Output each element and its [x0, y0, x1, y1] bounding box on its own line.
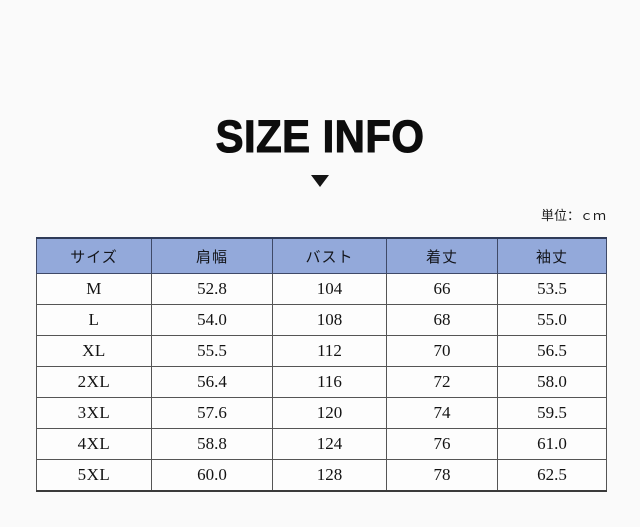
cell-length: 70: [386, 335, 498, 367]
cell-size: M: [36, 273, 152, 305]
cell-length: 74: [386, 397, 498, 429]
size-chart-table: サイズ 肩幅 バスト 着丈 袖丈 M 52.8 104 66 53.5 L 54: [36, 237, 607, 492]
column-header-sleeve: 袖丈: [497, 237, 607, 274]
cell-shoulder: 60.0: [151, 459, 273, 492]
cell-sleeve: 55.0: [497, 304, 607, 336]
table-header-row: サイズ 肩幅 バスト 着丈 袖丈: [36, 237, 607, 274]
table-row: 5XL 60.0 128 78 62.5: [36, 459, 607, 492]
cell-size: 5XL: [36, 459, 152, 492]
title-caret-container: [0, 174, 640, 190]
table-row: 4XL 58.8 124 76 61.0: [36, 428, 607, 460]
cell-sleeve: 58.0: [497, 366, 607, 398]
cell-size: 4XL: [36, 428, 152, 460]
page-title: SIZE INFO: [215, 111, 425, 162]
cell-sleeve: 53.5: [497, 273, 607, 305]
cell-bust: 124: [272, 428, 387, 460]
column-header-shoulder: 肩幅: [151, 237, 273, 274]
cell-sleeve: 56.5: [497, 335, 607, 367]
size-chart-header: サイズ 肩幅 バスト 着丈 袖丈: [36, 237, 607, 274]
column-header-size: サイズ: [36, 237, 152, 274]
size-chart-body: M 52.8 104 66 53.5 L 54.0 108 68 55.0 XL…: [36, 273, 607, 492]
cell-bust: 116: [272, 366, 387, 398]
cell-bust: 108: [272, 304, 387, 336]
cell-sleeve: 61.0: [497, 428, 607, 460]
table-row: L 54.0 108 68 55.0: [36, 304, 607, 336]
cell-shoulder: 55.5: [151, 335, 273, 367]
column-header-length: 着丈: [386, 237, 498, 274]
cell-length: 68: [386, 304, 498, 336]
cell-size: 2XL: [36, 366, 152, 398]
cell-bust: 128: [272, 459, 387, 492]
cell-bust: 104: [272, 273, 387, 305]
cell-bust: 120: [272, 397, 387, 429]
cell-shoulder: 57.6: [151, 397, 273, 429]
cell-sleeve: 62.5: [497, 459, 607, 492]
triangle-down-icon: [311, 175, 329, 187]
cell-size: XL: [36, 335, 152, 367]
cell-shoulder: 58.8: [151, 428, 273, 460]
cell-shoulder: 52.8: [151, 273, 273, 305]
cell-length: 66: [386, 273, 498, 305]
table-row: XL 55.5 112 70 56.5: [36, 335, 607, 367]
unit-note: 単位：ｃｍ: [540, 209, 606, 224]
table-row: 2XL 56.4 116 72 58.0: [36, 366, 607, 398]
cell-length: 78: [386, 459, 498, 492]
cell-length: 72: [386, 366, 498, 398]
cell-shoulder: 54.0: [151, 304, 273, 336]
table-row: 3XL 57.6 120 74 59.5: [36, 397, 607, 429]
cell-size: L: [36, 304, 152, 336]
column-header-bust: バスト: [272, 237, 387, 274]
cell-shoulder: 56.4: [151, 366, 273, 398]
cell-bust: 112: [272, 335, 387, 367]
size-chart-container: サイズ 肩幅 バスト 着丈 袖丈 M 52.8 104 66 53.5 L 54: [36, 237, 607, 492]
cell-length: 76: [386, 428, 498, 460]
table-row: M 52.8 104 66 53.5: [36, 273, 607, 305]
cell-size: 3XL: [36, 397, 152, 429]
page-title-container: SIZE INFO: [0, 111, 640, 162]
cell-sleeve: 59.5: [497, 397, 607, 429]
